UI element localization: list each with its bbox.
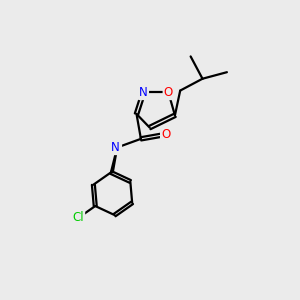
Text: Cl: Cl [72, 212, 84, 224]
Text: N: N [111, 141, 120, 154]
Text: O: O [161, 128, 170, 141]
Text: O: O [164, 86, 173, 99]
Text: N: N [139, 86, 148, 99]
Text: H: H [113, 142, 121, 152]
